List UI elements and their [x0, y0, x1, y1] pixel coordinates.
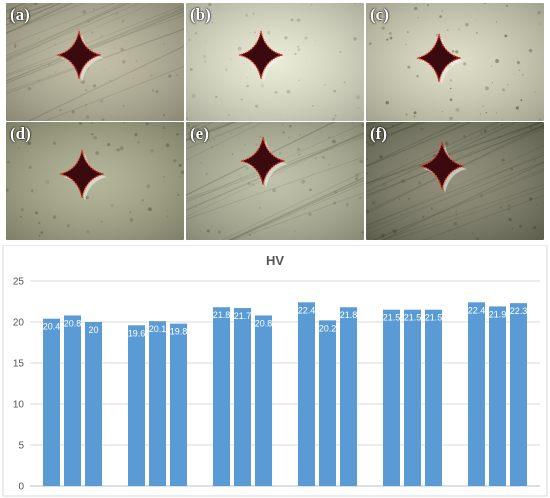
panel-label-a: (a)	[10, 5, 30, 24]
y-tick-label: 5	[18, 441, 24, 452]
y-tick-label: 20	[13, 318, 25, 329]
bar-group3-3	[255, 315, 272, 486]
micrograph-image-d	[6, 122, 184, 240]
bar-group6-3	[510, 303, 527, 486]
data-label: 21.5	[404, 313, 422, 323]
y-tick-label: 10	[13, 400, 25, 411]
bar-group4-3	[340, 307, 357, 486]
data-label: 20	[88, 325, 98, 335]
panel-label-b: (b)	[190, 5, 211, 24]
data-label: 20.2	[319, 323, 337, 333]
data-label: 20.8	[255, 318, 273, 328]
y-tick-label: 15	[13, 359, 25, 370]
bar-group1-1	[43, 318, 60, 486]
micrograph-panel-f: (f)	[366, 122, 544, 240]
bar-group2-3	[170, 323, 187, 486]
data-label: 20.4	[43, 322, 61, 332]
y-tick-label: 25	[13, 277, 25, 288]
bar-group6-1	[468, 302, 485, 486]
panel-label-c: (c)	[370, 5, 389, 24]
micrograph-image-a	[6, 3, 184, 121]
bar-group5-1	[383, 309, 400, 486]
bar-group2-1	[128, 325, 145, 486]
bar-group4-2	[319, 320, 336, 486]
bar-group5-2	[404, 309, 421, 486]
micrograph-panel-a: (a)	[6, 3, 184, 121]
micrograph-image-b	[186, 3, 364, 121]
micrograph-image-e	[186, 122, 364, 240]
vickers-indent-d	[59, 149, 105, 199]
data-label: 21.5	[425, 313, 443, 323]
micrograph-panel-b: (b)	[186, 3, 364, 121]
micrograph-grid: (a) (b) (c) (d) (e) (f)	[0, 0, 550, 242]
bar-group6-2	[489, 306, 506, 486]
panel-label-f: (f)	[370, 124, 387, 143]
micrograph-panel-d: (d)	[6, 122, 184, 240]
bar-group4-1	[298, 302, 315, 486]
data-label: 22.4	[468, 305, 486, 315]
data-label: 21.5	[383, 313, 401, 323]
chart-frame	[2, 245, 548, 497]
data-label: 22.3	[510, 306, 528, 316]
data-label: 22.4	[298, 305, 316, 315]
panel-label-e: (e)	[190, 124, 209, 143]
micrograph-panel-c: (c)	[366, 3, 544, 121]
data-label: 19.8	[170, 327, 188, 337]
vickers-indent-b	[238, 30, 284, 80]
micrograph-image-f	[366, 122, 544, 240]
vickers-indent-c	[416, 33, 462, 83]
bar-group3-1	[213, 307, 230, 486]
micrograph-image-c	[366, 3, 544, 121]
chart-title: HV	[266, 253, 284, 268]
y-tick-label: 0	[18, 482, 24, 493]
vickers-indent-f	[419, 141, 465, 191]
data-label: 19.6	[128, 328, 146, 338]
bar-group1-2	[64, 315, 81, 486]
bar-group5-3	[425, 309, 442, 486]
bar-group3-2	[234, 308, 251, 486]
micrograph-panel-e: (e)	[186, 122, 364, 240]
data-label: 20.1	[149, 324, 167, 334]
vickers-indent-e	[240, 136, 286, 186]
data-label: 21.7	[234, 311, 252, 321]
data-label: 21.8	[213, 310, 231, 320]
hardness-chart: HV 0 5 10 15 20 25 20.4 20.8 20 19.6 20.1 19.8 21.8 2…	[0, 245, 550, 498]
data-label: 21.8	[340, 310, 358, 320]
data-label: 21.9	[489, 309, 507, 319]
bar-group1-3	[85, 322, 102, 486]
data-label: 20.8	[64, 318, 82, 328]
bar-group2-2	[149, 321, 166, 486]
panel-label-d: (d)	[10, 124, 31, 143]
vickers-indent-a	[56, 30, 102, 80]
